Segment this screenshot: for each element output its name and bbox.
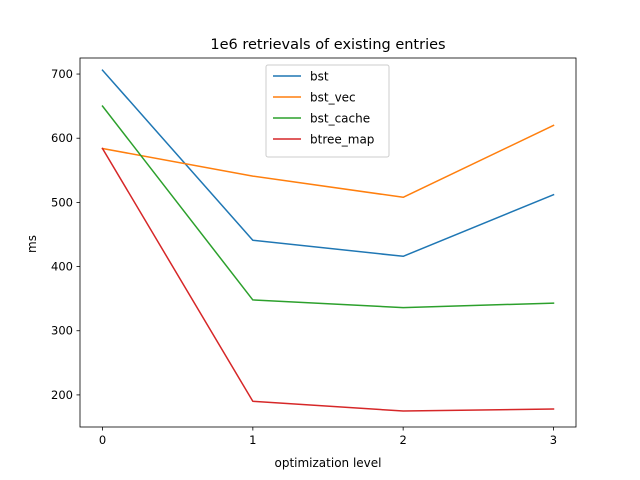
legend-label-bst_cache: bst_cache xyxy=(310,112,370,126)
x-tick-label: 0 xyxy=(99,433,106,447)
legend: bst bst_vec bst_cache btree_map xyxy=(265,64,390,158)
series-line-bst_cache xyxy=(101,105,555,309)
axes-frame xyxy=(79,57,577,428)
y-tick-label: 500 xyxy=(51,195,73,209)
axes-group: 0 1 2 3 200 300 400 500 600 700 xyxy=(51,57,577,447)
y-tick-label: 400 xyxy=(51,260,73,274)
y-tick-label: 700 xyxy=(51,67,73,81)
y-axis-label: ms xyxy=(25,235,39,253)
x-axis-label: optimization level xyxy=(274,456,381,470)
chart-title: 1e6 retrievals of existing entries xyxy=(210,37,445,53)
legend-box xyxy=(265,64,390,158)
legend-label-bst: bst xyxy=(310,70,329,84)
x-tick-label: 3 xyxy=(550,433,557,447)
series-line-bst_vec xyxy=(101,124,555,199)
x-tick-label: 1 xyxy=(249,433,256,447)
series-line-btree_map xyxy=(101,147,555,412)
series-line-bst xyxy=(101,69,555,258)
y-tick-label: 600 xyxy=(51,131,73,145)
y-tick-label: 300 xyxy=(51,324,73,338)
y-tick-label: 200 xyxy=(51,388,73,402)
legend-label-btree_map: btree_map xyxy=(310,133,374,147)
x-tick-label: 2 xyxy=(399,433,406,447)
series-group xyxy=(101,69,555,412)
legend-label-bst_vec: bst_vec xyxy=(310,91,356,105)
